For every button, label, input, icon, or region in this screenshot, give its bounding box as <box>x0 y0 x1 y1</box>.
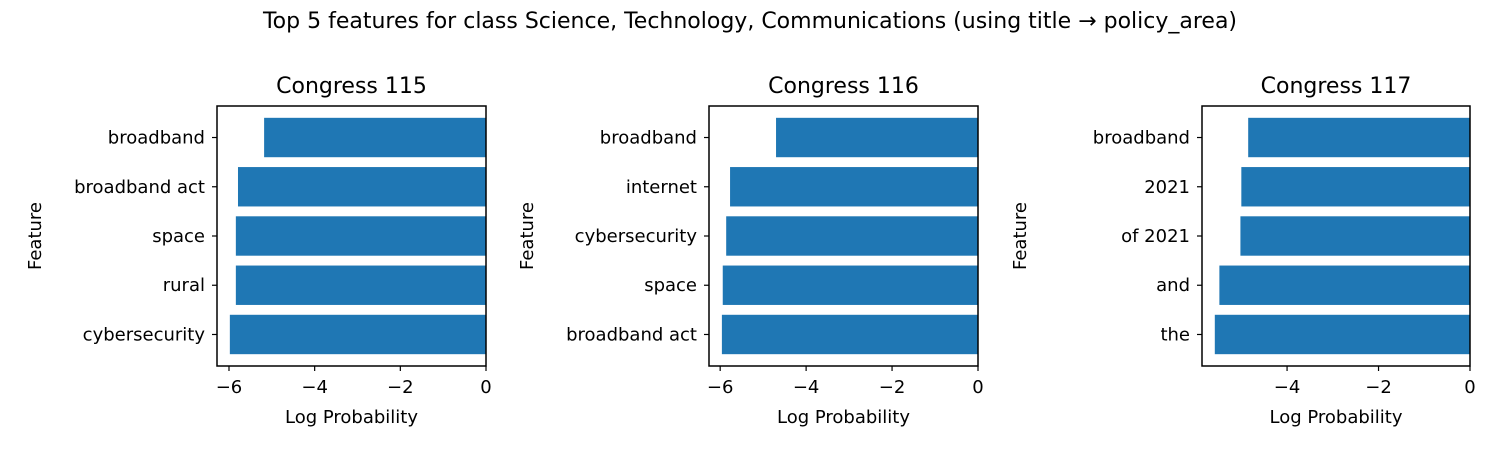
bar-space <box>235 216 486 256</box>
y-tick-label: 2021 <box>1144 177 1190 198</box>
bar-broadband-act <box>721 314 978 355</box>
y-tick-label: space <box>152 226 205 247</box>
bar-internet <box>730 167 978 207</box>
y-tick-label: broadband act <box>566 324 697 345</box>
y-tick-label: cybersecurity <box>83 324 206 345</box>
bar-2021 <box>1241 167 1470 207</box>
y-tick-label: space <box>644 275 697 296</box>
y-tick-label: broadband <box>1093 128 1190 149</box>
subplot-congress-116: broadband internet cybersecurity space broad… <box>517 74 984 428</box>
bar-broadband <box>264 117 486 158</box>
figure-suptitle: Top 5 features for class Science, Techno… <box>262 9 1238 34</box>
subplot-title: Congress 116 <box>768 74 919 99</box>
bar-space <box>722 265 978 305</box>
x-axis-label: Log Probability <box>1269 407 1402 428</box>
bar-broadband <box>776 117 978 158</box>
bar-cybersecurity <box>229 314 486 355</box>
x-tick-label: 0 <box>1464 377 1475 398</box>
axes-frame <box>708 105 979 367</box>
y-tick-label: cybersecurity <box>575 226 698 247</box>
y-tick-label: rural <box>163 275 205 296</box>
x-tick-label: −4 <box>1274 377 1301 398</box>
y-tick-label: broadband <box>600 128 697 149</box>
subplot-title: Congress 115 <box>276 74 427 99</box>
bar-of-2021 <box>1240 216 1470 256</box>
x-axis-label: Log Probability <box>777 407 910 428</box>
y-axis-label: Feature <box>25 202 46 270</box>
bar-and <box>1219 265 1470 305</box>
subplot-title: Congress 117 <box>1261 74 1412 99</box>
bar-cybersecurity <box>726 216 978 256</box>
bar-broadband <box>1248 117 1470 158</box>
y-tick-label: the <box>1160 324 1190 345</box>
x-tick-label: −2 <box>1365 377 1392 398</box>
subplot-congress-117: broadband 2021 of 2021 and the −4 −2 0 Congress … <box>1010 74 1476 428</box>
y-axis-label: Feature <box>517 202 538 270</box>
x-tick-label: −2 <box>879 377 906 398</box>
x-tick-label: 0 <box>972 377 983 398</box>
bar-the <box>1214 314 1470 355</box>
x-axis-label: Log Probability <box>285 407 418 428</box>
subplot-congress-115: broadband broadband act space rural cybersec… <box>25 74 492 428</box>
bar-broadband-act <box>237 167 486 207</box>
x-tick-label: −6 <box>216 377 243 398</box>
x-tick-label: −2 <box>387 377 414 398</box>
y-tick-label: broadband act <box>74 177 205 198</box>
axes-frame <box>1201 105 1471 367</box>
bar-rural <box>235 265 486 305</box>
x-tick-label: −6 <box>707 377 734 398</box>
y-axis-label: Feature <box>1010 202 1031 270</box>
y-tick-label: broadband <box>108 128 205 149</box>
y-tick-label: internet <box>626 177 697 198</box>
y-tick-label: and <box>1156 275 1190 296</box>
x-tick-label: −4 <box>793 377 820 398</box>
x-tick-label: −4 <box>301 377 328 398</box>
y-tick-label: of 2021 <box>1121 226 1190 247</box>
axes-frame <box>216 105 487 367</box>
x-tick-label: 0 <box>480 377 491 398</box>
